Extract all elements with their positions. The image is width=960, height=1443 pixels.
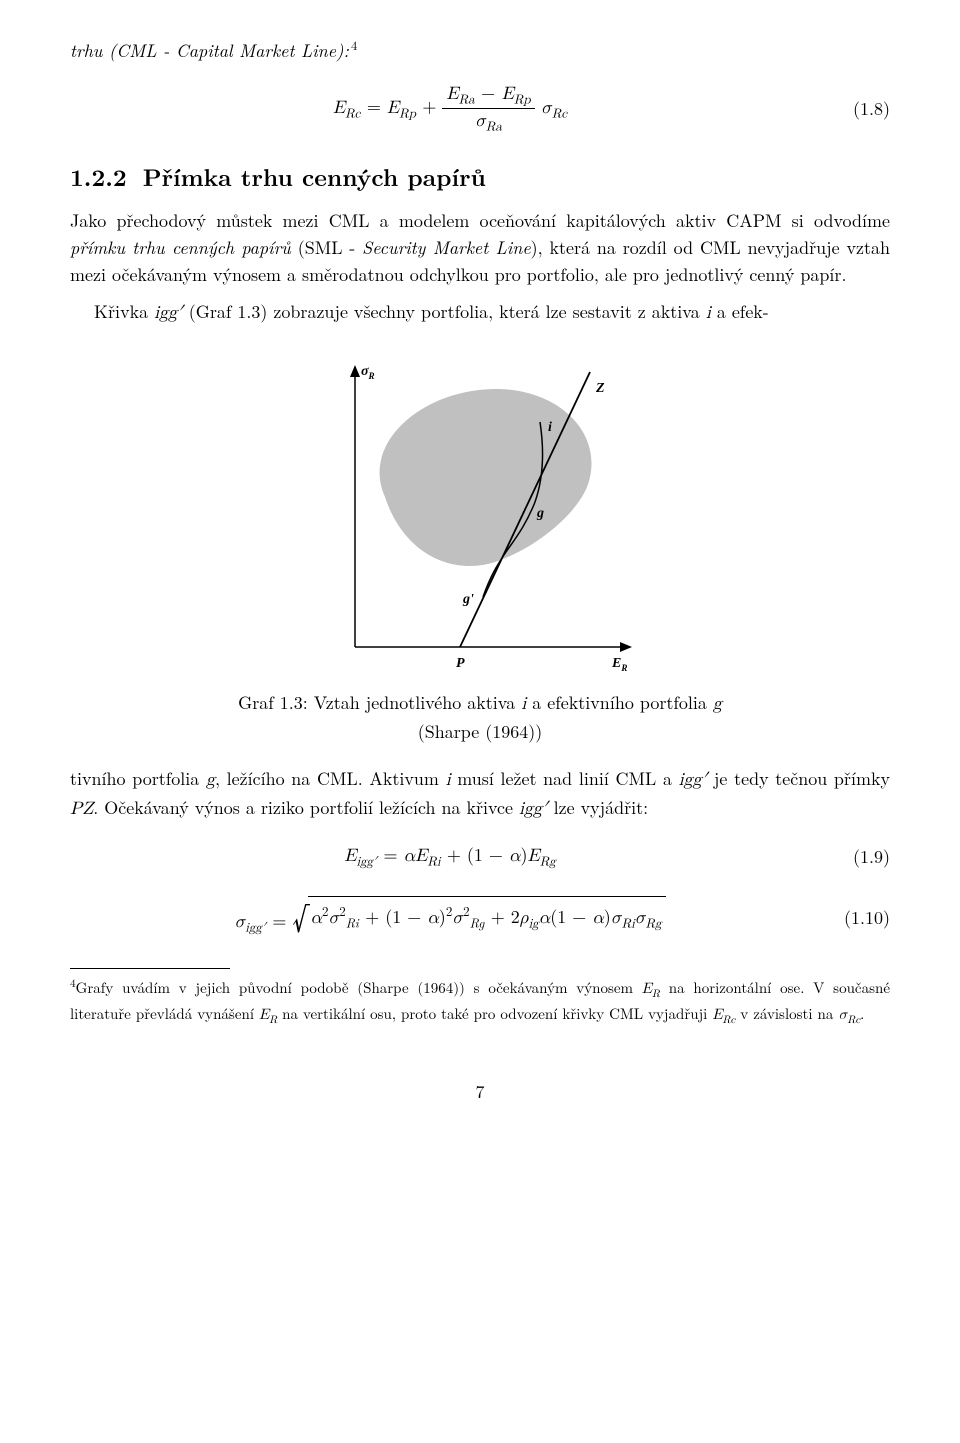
paragraph-1: Jako přechodový můstek mezi CML a modele… bbox=[70, 207, 890, 288]
svg-text:g': g' bbox=[462, 592, 474, 607]
eq-tag-1-10: (1.10) bbox=[830, 904, 890, 931]
svg-text:Z: Z bbox=[595, 381, 605, 396]
figure-source: (Sharpe (1964)) bbox=[70, 718, 890, 745]
footnote-ref-4: 4 bbox=[351, 36, 357, 54]
eq-tag-1-9: (1.9) bbox=[830, 843, 890, 870]
intro-pre: trhu (CML - bbox=[70, 38, 176, 63]
figure-caption: Graf 1.3: Vztah jednotlivého aktiva i a … bbox=[70, 689, 890, 745]
figure-graf-1-3: σR ER P Z i g g' bbox=[70, 347, 890, 677]
intro-it: Capital Market Line bbox=[176, 38, 336, 63]
svg-text:σR: σR bbox=[361, 364, 375, 381]
equation-1-9: Eigg′ = αERi + (1 − α)ERg (1.9) bbox=[70, 841, 890, 872]
svg-text:i: i bbox=[548, 420, 552, 435]
footnote-rule bbox=[70, 968, 230, 969]
page-number: 7 bbox=[70, 1078, 890, 1105]
section-title: Přímka trhu cenných papírů bbox=[143, 160, 486, 194]
svg-text:ER: ER bbox=[611, 656, 627, 673]
equation-1-8: ERc = ERp + ERa − ERp σRa σRc (1.8) bbox=[70, 82, 890, 135]
paragraph-2b: tivního portfolia g, ležícího na CML. Ak… bbox=[70, 765, 890, 823]
footnote-4: 4Grafy uvádím v jejich původní podobě (S… bbox=[70, 975, 890, 1029]
section-number: 1.2.2 bbox=[70, 160, 127, 194]
svg-text:P: P bbox=[456, 656, 465, 671]
svg-text:g: g bbox=[536, 506, 544, 521]
eq-tag-1-8: (1.8) bbox=[830, 95, 890, 122]
intro-post: ): bbox=[336, 38, 349, 63]
intro-fragment: trhu (CML - Capital Market Line):4 bbox=[70, 36, 890, 64]
paragraph-2a: Křivka igg′ (Graf 1.3) zobrazuje všechny… bbox=[70, 298, 890, 327]
equation-1-10: σigg′ = √ α2σ2Ri + (1 − α)2σ2Rg + 2ρigα(… bbox=[70, 896, 890, 938]
section-heading-1-2-2: 1.2.2 Přímka trhu cenných papírů bbox=[70, 159, 890, 195]
